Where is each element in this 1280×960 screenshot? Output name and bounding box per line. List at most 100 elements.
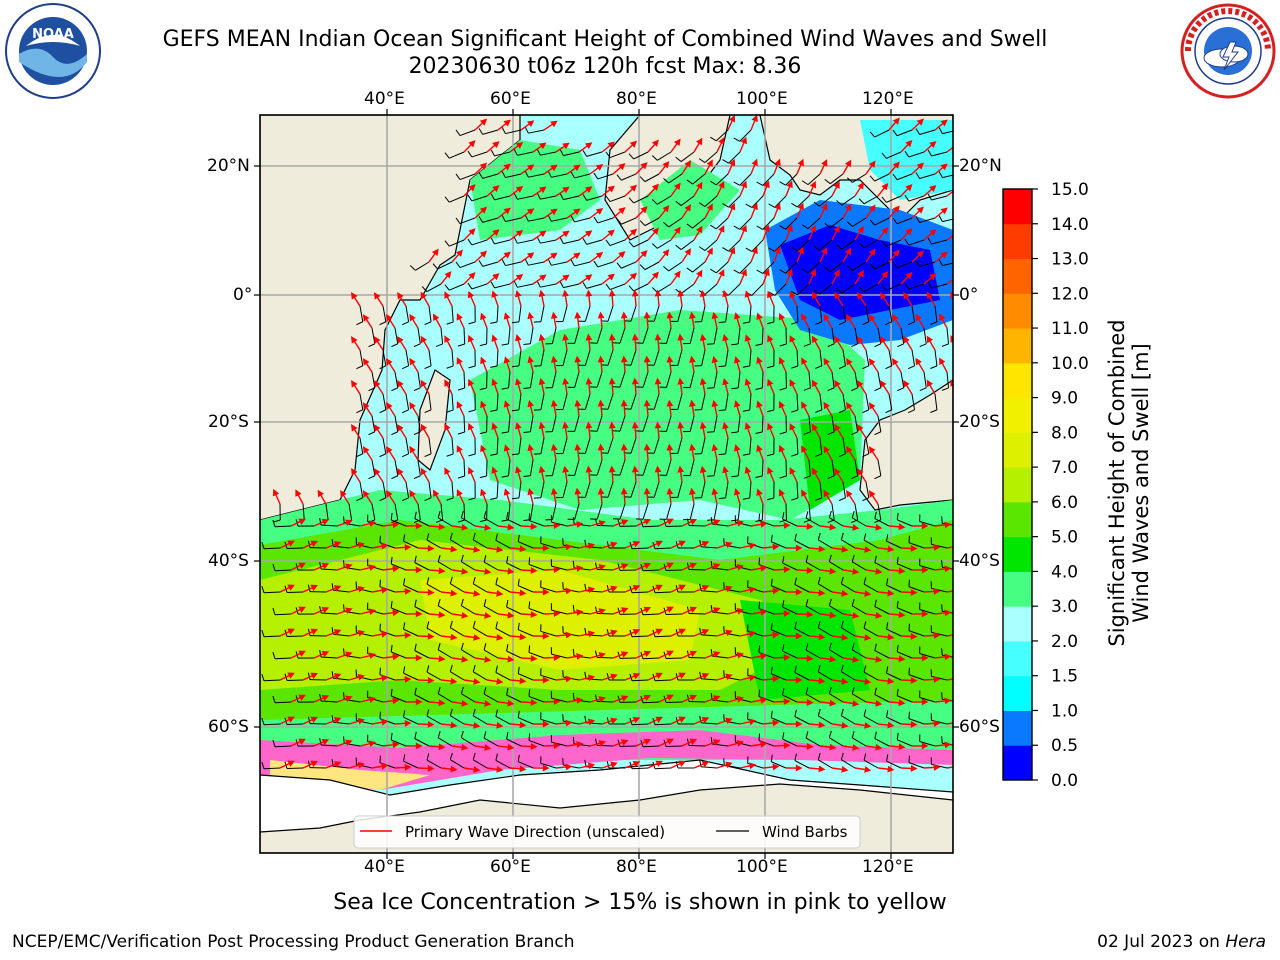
- wind-barb: [739, 129, 752, 142]
- wave-arrow-head: [892, 314, 899, 322]
- wind-barb-flag: [414, 731, 417, 739]
- wave-arrow-head: [957, 676, 962, 680]
- wave-arrow-head: [539, 142, 547, 150]
- wave-arrow-head: [317, 489, 324, 498]
- wind-barb: [551, 371, 557, 388]
- wave-arrow-head: [427, 676, 435, 684]
- wave-arrow-head: [864, 766, 872, 773]
- wave-arrow-head: [643, 694, 652, 702]
- wave-arrow-head: [618, 207, 626, 215]
- wave-arrow-head: [620, 399, 628, 407]
- wind-barb: [701, 634, 718, 637]
- wind-barb: [405, 305, 410, 322]
- wind-barb-flag: [874, 511, 877, 519]
- wind-barb-flag: [794, 621, 797, 629]
- wind-barb: [877, 327, 882, 344]
- wave-arrow-head: [712, 607, 721, 614]
- wave-arrow-head: [751, 246, 758, 255]
- wave-arrow-head: [491, 290, 498, 298]
- wind-barb: [450, 539, 465, 549]
- wind-barb-flag: [846, 221, 853, 227]
- wind-barb: [680, 151, 695, 162]
- wind-barb: [712, 611, 729, 615]
- wave-arrow-head: [875, 523, 883, 531]
- wave-arrow-head: [287, 584, 295, 591]
- wind-barb-flag: [379, 497, 387, 502]
- wind-barb-flag: [755, 343, 763, 346]
- wave-arrow-head: [654, 421, 662, 429]
- wave-arrow-head: [725, 761, 733, 769]
- colorbar-tick-label: 14.0: [1051, 215, 1089, 235]
- wind-barb-flag: [863, 665, 867, 673]
- wind-barb: [426, 715, 442, 725]
- wind-barb: [391, 563, 407, 571]
- wave-arrow-head: [310, 584, 319, 591]
- wind-barb: [728, 239, 741, 252]
- colorbar-segment: [1003, 293, 1032, 329]
- wind-barb-flag: [851, 431, 858, 436]
- wind-barb: [609, 239, 626, 247]
- wave-arrow-head: [689, 650, 698, 658]
- wave-arrow-head: [651, 139, 659, 147]
- wind-barb: [584, 305, 591, 322]
- wind-barb: [471, 151, 488, 158]
- wind-barb: [842, 349, 846, 366]
- wind-barb: [391, 519, 407, 527]
- wind-barb: [528, 651, 545, 659]
- wave-arrow-head: [610, 541, 618, 549]
- wind-barb-flag: [467, 282, 473, 290]
- wind-barb-flag: [768, 203, 776, 208]
- wind-barb: [701, 546, 718, 549]
- wind-barb-flag: [391, 343, 398, 348]
- wind-barb: [657, 239, 672, 249]
- wind-barb: [863, 715, 879, 725]
- wind-barb-flag: [307, 584, 311, 592]
- central-stronger-patch: [800, 410, 860, 510]
- wave-arrow-head: [519, 589, 527, 597]
- wind-barb-flag: [755, 387, 763, 390]
- wind-barb-flag: [733, 225, 740, 230]
- wind-barb-flag: [791, 409, 799, 413]
- wave-arrow-head: [898, 743, 906, 751]
- wave-arrow-head: [910, 588, 918, 596]
- wave-arrow-head: [373, 336, 381, 344]
- wind-barb: [596, 459, 603, 476]
- wind-barb: [749, 481, 752, 498]
- wind-barb-flag: [517, 710, 520, 718]
- wave-arrow-head: [772, 587, 780, 595]
- wind-barb: [325, 503, 329, 520]
- wave-arrow-head: [944, 521, 952, 529]
- wind-barb: [518, 585, 534, 593]
- wind-barb: [596, 744, 614, 747]
- wind-barb-flag: [840, 576, 844, 584]
- wave-arrow-head: [456, 445, 463, 453]
- wave-arrow: [946, 766, 953, 769]
- wind-barb: [762, 217, 775, 230]
- wave-arrow-head: [444, 423, 451, 431]
- wind-barb: [680, 283, 695, 294]
- wave-arrow-head: [585, 333, 593, 341]
- wind-barb: [749, 393, 752, 410]
- wind-barb: [739, 173, 752, 186]
- wave-arrow-head: [806, 655, 814, 662]
- wave-arrow-head: [957, 764, 962, 768]
- wind-barb-flag: [409, 265, 416, 271]
- wind-barb-flag: [851, 475, 858, 480]
- wind-barb: [607, 437, 614, 454]
- wave-arrow-head: [373, 380, 381, 388]
- wind-barb-flag: [414, 511, 417, 519]
- wave-arrow-head: [725, 673, 733, 681]
- wind-barb: [715, 261, 729, 274]
- colorbar-label-line1: Significant Height of Combined: [1105, 319, 1129, 647]
- wind-barb: [437, 737, 453, 747]
- wave-arrow-head: [321, 694, 330, 702]
- wave-arrow-head: [829, 567, 837, 575]
- wind-barb-flag: [379, 535, 381, 543]
- wind-barb-flag: [686, 562, 690, 570]
- wind-barb: [900, 327, 905, 344]
- wind-barb: [586, 546, 603, 549]
- wind-barb: [461, 649, 476, 659]
- wind-barb: [854, 459, 859, 476]
- wave-arrow-head: [712, 695, 721, 702]
- wind-barb: [471, 195, 488, 202]
